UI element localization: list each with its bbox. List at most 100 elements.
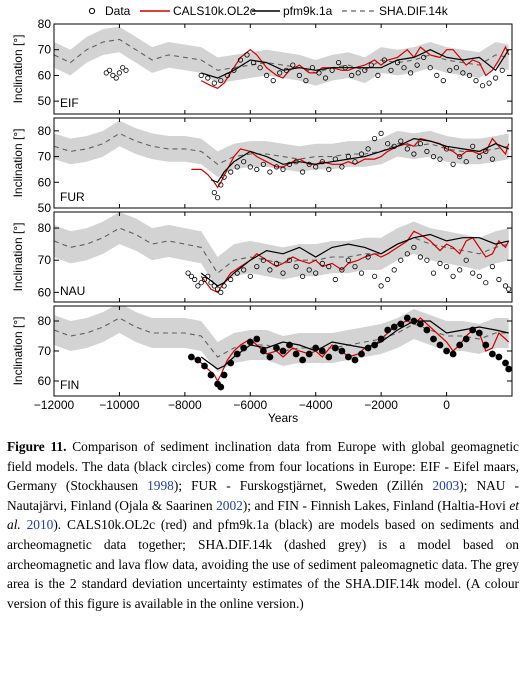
data-point bbox=[372, 342, 378, 348]
data-point bbox=[424, 327, 430, 333]
data-point bbox=[117, 71, 121, 75]
data-point bbox=[241, 345, 247, 351]
data-point bbox=[444, 264, 448, 268]
data-point bbox=[352, 357, 358, 363]
data-point bbox=[254, 336, 260, 342]
data-point bbox=[339, 348, 345, 354]
y-axis-label: Inclination [°] bbox=[11, 317, 25, 386]
plot-area bbox=[54, 303, 512, 390]
x-tick-label: −10000 bbox=[99, 398, 140, 412]
data-point bbox=[260, 348, 266, 354]
y-tick-label: 50 bbox=[38, 201, 52, 215]
data-point bbox=[107, 68, 111, 72]
y-tick-label: 60 bbox=[38, 68, 52, 82]
data-point bbox=[202, 363, 208, 369]
data-point bbox=[506, 366, 512, 372]
citation-ojala[interactable]: 2002 bbox=[216, 498, 243, 513]
data-point bbox=[431, 336, 437, 342]
plot-area bbox=[54, 27, 509, 89]
data-point bbox=[451, 162, 455, 166]
panel-eif: 50607080EIFInclination [°] bbox=[11, 17, 512, 114]
data-point bbox=[212, 190, 216, 194]
data-point bbox=[359, 351, 365, 357]
data-point bbox=[490, 264, 494, 268]
data-point bbox=[474, 78, 478, 82]
data-point bbox=[496, 354, 502, 360]
data-point bbox=[411, 318, 417, 324]
data-point bbox=[450, 351, 456, 357]
data-point bbox=[306, 351, 312, 357]
data-point bbox=[404, 315, 410, 321]
x-axis-label: Years bbox=[268, 411, 298, 425]
legend: Data CALS10k.OL2c pfm9k.1a SHA.DIF.14k bbox=[89, 4, 448, 18]
figure: Data CALS10k.OL2c pfm9k.1a SHA.DIF.14k 5… bbox=[0, 0, 524, 432]
citation-haltia-hovi[interactable]: 2010 bbox=[27, 517, 54, 532]
data-point bbox=[379, 131, 383, 135]
data-point bbox=[470, 327, 476, 333]
data-point bbox=[124, 68, 128, 72]
x-tick-label: −2000 bbox=[364, 398, 398, 412]
y-tick-label: 70 bbox=[38, 253, 52, 267]
y-tick-label: 80 bbox=[38, 17, 52, 31]
panel-label: FUR bbox=[60, 190, 85, 204]
y-tick-label: 80 bbox=[38, 221, 52, 235]
data-point bbox=[477, 274, 481, 278]
citation-zillen[interactable]: 2003 bbox=[432, 478, 459, 493]
panel-label: NAU bbox=[60, 284, 85, 298]
data-point bbox=[379, 284, 383, 288]
data-point bbox=[493, 76, 497, 80]
data-point bbox=[114, 76, 118, 80]
y-axis-label: Inclination [°] bbox=[11, 35, 25, 104]
caption-label: Figure 11. bbox=[7, 439, 66, 454]
data-point bbox=[437, 342, 443, 348]
x-tick-label: −12000 bbox=[34, 398, 75, 412]
y-axis-label: Inclination [°] bbox=[11, 223, 25, 292]
data-point bbox=[378, 336, 384, 342]
data-point bbox=[319, 348, 325, 354]
data-point bbox=[247, 339, 253, 345]
data-point bbox=[255, 167, 259, 171]
data-point bbox=[228, 360, 234, 366]
data-point bbox=[332, 345, 338, 351]
x-tick-label: 0 bbox=[443, 398, 450, 412]
data-point bbox=[280, 348, 286, 354]
legend-data-label: Data bbox=[105, 4, 131, 18]
data-point bbox=[431, 271, 435, 275]
data-point bbox=[457, 342, 463, 348]
data-point bbox=[215, 196, 219, 200]
data-point bbox=[268, 170, 272, 174]
data-point bbox=[359, 271, 363, 275]
data-point bbox=[345, 354, 351, 360]
sha-uncertainty-band bbox=[54, 303, 509, 372]
data-point bbox=[471, 271, 475, 275]
panel-label: FIN bbox=[60, 378, 79, 392]
y-tick-label: 80 bbox=[38, 124, 52, 138]
panel-fur: 50607080FURInclination [°] bbox=[11, 118, 512, 215]
caption-text-6: ). CALS10k.OL2c (red) and pfm9k.1a (blac… bbox=[7, 517, 519, 610]
y-tick-label: 50 bbox=[38, 94, 52, 108]
y-tick-label: 70 bbox=[38, 344, 52, 358]
data-point bbox=[234, 351, 240, 357]
x-tick-label: −4000 bbox=[299, 398, 333, 412]
data-point bbox=[503, 360, 509, 366]
data-point bbox=[193, 277, 197, 281]
data-point bbox=[480, 84, 484, 88]
data-point bbox=[489, 351, 495, 357]
data-point bbox=[497, 277, 501, 281]
caption-text-4: ); and FIN - Finnish Lakes, Finland (Hal… bbox=[243, 498, 509, 513]
data-point bbox=[435, 73, 439, 77]
data-point bbox=[248, 274, 252, 278]
y-tick-label: 60 bbox=[38, 175, 52, 189]
data-point bbox=[195, 357, 201, 363]
citation-stockhausen[interactable]: 1998 bbox=[147, 478, 174, 493]
data-point bbox=[267, 354, 273, 360]
x-tick-label: −8000 bbox=[168, 398, 202, 412]
legend-pfm-label: pfm9k.1a bbox=[283, 4, 333, 18]
data-point bbox=[398, 321, 404, 327]
data-point bbox=[212, 81, 216, 85]
data-point bbox=[208, 372, 214, 378]
data-point bbox=[188, 354, 194, 360]
plot-area bbox=[54, 212, 511, 295]
y-tick-label: 60 bbox=[38, 374, 52, 388]
legend-sha-label: SHA.DIF.14k bbox=[379, 4, 449, 18]
